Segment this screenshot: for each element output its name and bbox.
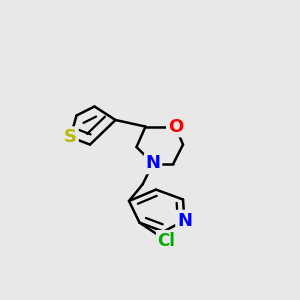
- Text: N: N: [146, 154, 160, 172]
- Text: Cl: Cl: [158, 232, 175, 250]
- Text: O: O: [168, 118, 183, 136]
- Text: N: N: [177, 212, 192, 230]
- Text: S: S: [64, 128, 77, 146]
